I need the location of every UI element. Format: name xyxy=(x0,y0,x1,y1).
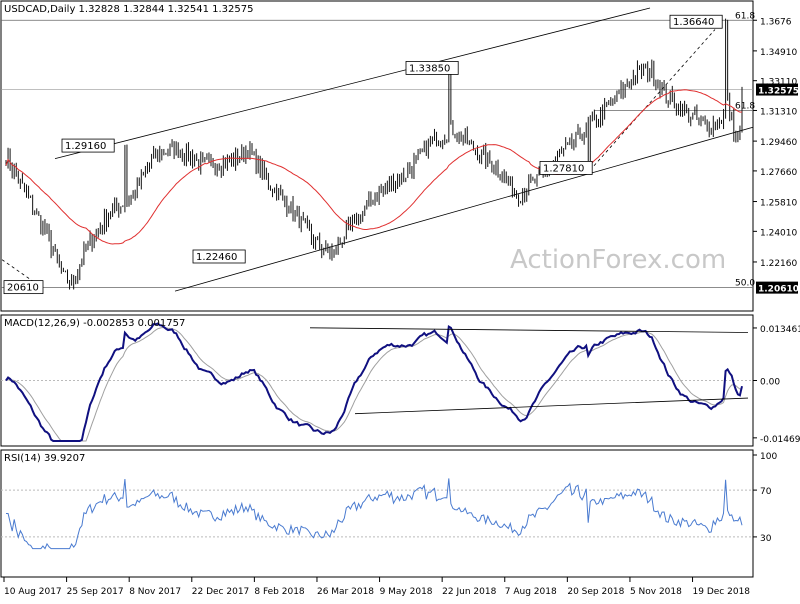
x-tick-label: 26 Mar 2018 xyxy=(317,587,374,597)
x-tick-label: 20 Sep 2018 xyxy=(567,587,624,597)
macd-y-tick-label: 0.00 xyxy=(760,378,780,388)
x-tick-label: 25 Sep 2017 xyxy=(67,587,124,597)
rsi-y-tick-label: 100 xyxy=(760,452,777,462)
pivot-label-box xyxy=(3,280,44,295)
fib-label: 50.0 xyxy=(735,279,755,289)
price-y-tick-label: 1.3676 xyxy=(760,17,792,27)
x-tick-label: 19 Dec 2018 xyxy=(693,587,751,597)
macd-y-tick-label: -0.014694 xyxy=(760,435,800,445)
macd-layer: 0.013461 0.00 -0.014694 xyxy=(1,322,800,445)
x-tick-label: 7 Aug 2018 xyxy=(505,587,557,597)
pivot-label: 1.29160 xyxy=(65,141,106,152)
fib-label: 61.8 xyxy=(735,101,755,111)
x-tick-label: 9 May 2018 xyxy=(380,587,433,597)
price-y-tick-label: 1.27660 xyxy=(760,168,797,178)
pivot-label-box xyxy=(669,14,723,29)
rsi-layer: 100 70 30 xyxy=(1,452,777,550)
last-price-label: 1.32575 xyxy=(758,87,799,97)
channel-lower-line xyxy=(174,126,754,292)
price-layer: 1.3676 1.34910 1.33110 1.31310 1.29460 1.2766… xyxy=(1,7,799,295)
level-label: 1.20610 xyxy=(758,285,799,295)
axis-layer: 10 Aug 2017 25 Sep 2017 8 Nov 2017 22 Dec 2… xyxy=(3,577,751,597)
pivot-label: 1.22460 xyxy=(196,252,237,263)
dashed-trendline xyxy=(589,29,716,171)
price-chart-title: USDCAD,Daily 1.32828 1.32844 1.32541 1.3… xyxy=(4,4,254,15)
channel-upper-line xyxy=(54,7,651,160)
x-tick-label: 8 Feb 2018 xyxy=(254,587,305,597)
moving-average-line xyxy=(5,89,743,245)
price-y-tick-label: 1.22160 xyxy=(760,259,797,269)
x-tick-label: 10 Aug 2017 xyxy=(4,587,62,597)
rsi-panel-frame xyxy=(0,449,754,578)
rsi-y-tick-label: 30 xyxy=(760,534,772,544)
macd-lower-trendline xyxy=(354,397,749,415)
rsi-chart-title: RSI(14) 39.9207 xyxy=(4,453,85,464)
x-tick-label: 5 Nov 2018 xyxy=(630,587,682,597)
price-y-tick-label: 1.25810 xyxy=(760,199,797,209)
macd-chart-title: MACD(12,26,9) -0.002853 0.001757 xyxy=(4,318,185,329)
price-y-tick-label: 1.24010 xyxy=(760,228,797,238)
price-y-tick-label: 1.34910 xyxy=(760,48,797,58)
macd-y-tick-label: 0.013461 xyxy=(760,325,800,335)
price-y-tick-label: 1.33110 xyxy=(760,78,797,88)
price-y-tick-label: 1.31310 xyxy=(760,107,797,117)
watermark: ActionForex.com xyxy=(510,245,726,275)
price-panel-frame xyxy=(0,0,754,312)
pivot-label-box xyxy=(405,61,459,75)
x-tick-label: 22 Jun 2018 xyxy=(442,587,496,597)
level-badge xyxy=(756,281,798,294)
macd-signal-line xyxy=(5,326,743,442)
rsi-y-tick-label: 70 xyxy=(760,487,772,497)
pivot-label: 20610 xyxy=(7,283,39,294)
x-tick-label: 22 Dec 2017 xyxy=(192,587,250,597)
x-tick-label: 8 Nov 2017 xyxy=(129,587,181,597)
fib-label: 61.8 xyxy=(735,11,755,21)
last-price-badge xyxy=(756,83,798,96)
rsi-line xyxy=(6,478,743,550)
pivot-label: 1.33850 xyxy=(409,63,450,74)
pivot-label: 1.27810 xyxy=(543,163,584,174)
pivot-label-box xyxy=(61,138,115,153)
pivot-label-box xyxy=(539,161,593,175)
price-y-tick-label: 1.29460 xyxy=(760,138,797,148)
pivot-label: 1.36640 xyxy=(673,17,714,28)
macd-upper-trendline xyxy=(309,327,749,333)
pivot-label-box xyxy=(192,249,246,264)
macd-line xyxy=(5,322,743,442)
